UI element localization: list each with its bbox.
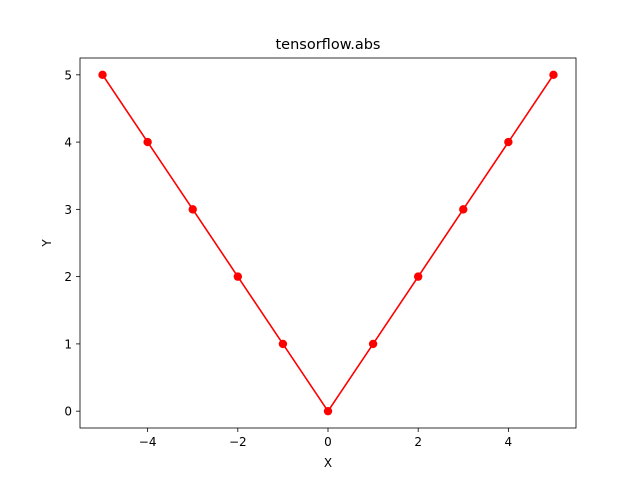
y-tick-label: 5 [64, 68, 72, 82]
x-tick-label: 4 [505, 435, 513, 449]
data-point [233, 272, 243, 281]
data-point [549, 70, 558, 80]
y-axis: 0 1 2 3 4 5 [64, 68, 80, 419]
x-axis: −4 −2 0 2 4 [139, 428, 512, 449]
x-tick-label: −2 [229, 435, 247, 449]
data-point [323, 406, 333, 416]
x-tick-label: 0 [324, 435, 332, 449]
x-axis-label: X [324, 456, 332, 470]
y-tick-label: 2 [64, 270, 72, 284]
data-point [143, 137, 152, 147]
series-layer [98, 70, 558, 416]
x-tick-label: 2 [414, 435, 422, 449]
y-tick-label: 3 [64, 203, 72, 217]
data-point [459, 205, 468, 214]
y-tick-label: 0 [64, 405, 72, 419]
data-point [98, 70, 107, 80]
data-point [504, 137, 513, 147]
data-point [413, 272, 423, 281]
y-tick-label: 4 [64, 136, 72, 150]
chart-title: tensorflow.abs [276, 37, 381, 53]
plot-area: −4 −2 0 2 4 0 1 2 3 4 5 [64, 57, 577, 449]
y-tick-label: 1 [64, 337, 72, 351]
x-tick-label: −4 [139, 435, 157, 449]
data-point [278, 339, 288, 349]
y-axis-label: Y [40, 239, 54, 248]
data-point [368, 339, 378, 349]
data-point [188, 205, 197, 214]
